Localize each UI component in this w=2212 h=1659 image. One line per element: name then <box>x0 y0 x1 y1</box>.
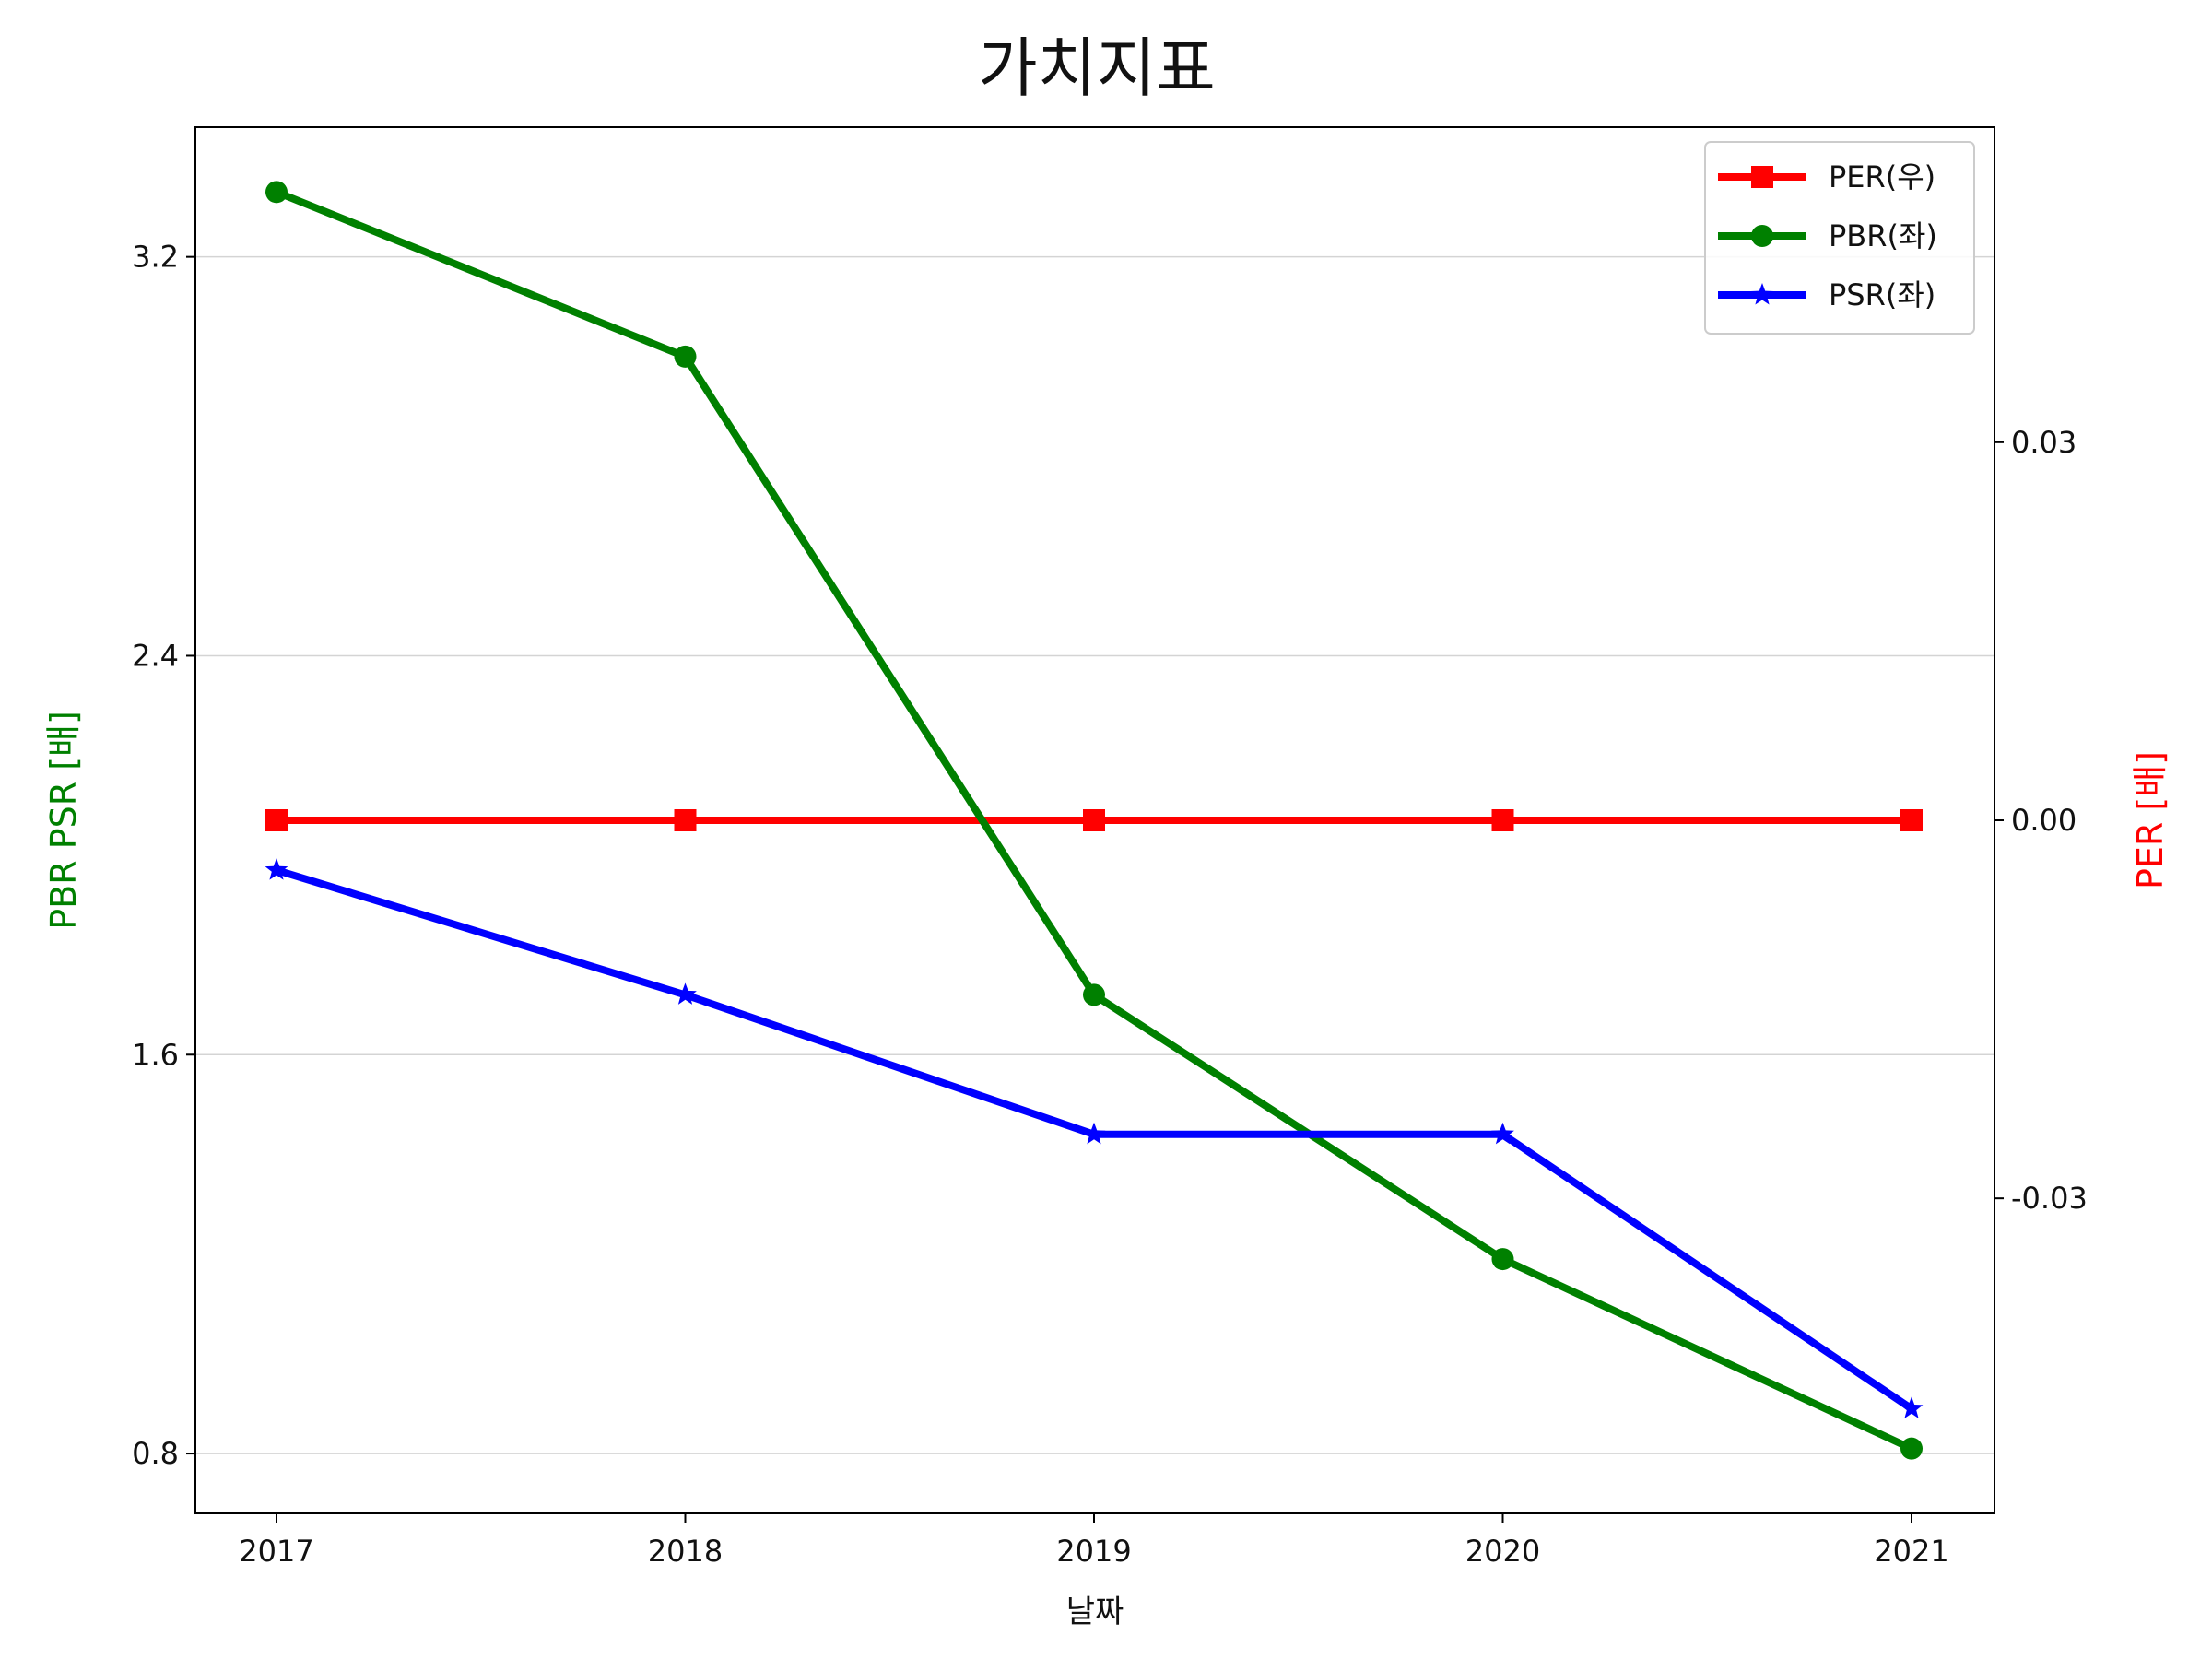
series-layer <box>265 181 1924 1460</box>
chart-title: 가치지표 <box>978 30 1216 106</box>
legend-swatch-marker <box>1750 283 1774 305</box>
x-tick-label: 2017 <box>239 1534 313 1569</box>
right-y-axis-label: PER [배] <box>2130 751 2171 889</box>
x-tick-label: 2020 <box>1465 1534 1540 1569</box>
series-square <box>265 809 1923 831</box>
data-point <box>674 982 697 1005</box>
legend-label: PER(우) <box>1829 159 1936 194</box>
data-point <box>1900 1396 1924 1418</box>
data-point <box>265 809 288 831</box>
legend-swatch-marker <box>1751 225 1773 247</box>
data-point <box>1491 1248 1514 1271</box>
legend-swatch-marker <box>1751 166 1773 188</box>
left-tick-label: 3.2 <box>132 240 179 275</box>
x-tick-label: 2018 <box>648 1534 723 1569</box>
data-point <box>265 858 288 880</box>
data-point <box>1491 809 1514 831</box>
x-axis-label: 날짜 <box>1066 1594 1124 1630</box>
right-tick-label: 0.00 <box>2011 803 2077 838</box>
series-circle <box>265 181 1923 1460</box>
legend-box <box>1704 141 1975 335</box>
legend-label: PBR(좌) <box>1829 218 1937 253</box>
data-point <box>1082 1122 1106 1145</box>
series-star <box>265 858 1924 1418</box>
x-tick-label: 2019 <box>1056 1534 1131 1569</box>
left-y-axis: 0.8 1.6 2.4 3.2 <box>132 240 195 1471</box>
data-point <box>1083 809 1105 831</box>
data-point <box>674 345 697 368</box>
data-point <box>265 181 288 204</box>
legend-entry: PSR(좌) <box>1718 277 1936 312</box>
left-tick-label: 1.6 <box>132 1037 179 1072</box>
left-tick-label: 0.8 <box>132 1436 179 1471</box>
gridlines <box>195 255 1994 1454</box>
data-point <box>1491 1122 1514 1145</box>
data-point <box>1900 1437 1923 1460</box>
legend: PER(우) PBR(좌) PSR(좌) <box>1704 141 1975 335</box>
right-tick-label: 0.03 <box>2011 425 2077 460</box>
left-y-axis-label: PBR PSR [배] <box>43 711 84 930</box>
legend-label: PSR(좌) <box>1829 277 1936 312</box>
data-point <box>674 809 697 831</box>
data-point <box>1083 983 1105 1006</box>
x-tick-label: 2021 <box>1874 1534 1948 1569</box>
legend-entry: PER(우) <box>1718 159 1936 194</box>
legend-entry: PBR(좌) <box>1718 218 1937 253</box>
data-point <box>1900 809 1923 831</box>
right-y-axis: -0.03 0.00 0.03 <box>1994 425 2088 1216</box>
x-axis: 2017 2018 2019 2020 2021 <box>239 1513 1949 1569</box>
right-tick-label: -0.03 <box>2011 1181 2088 1216</box>
left-tick-label: 2.4 <box>132 638 179 673</box>
